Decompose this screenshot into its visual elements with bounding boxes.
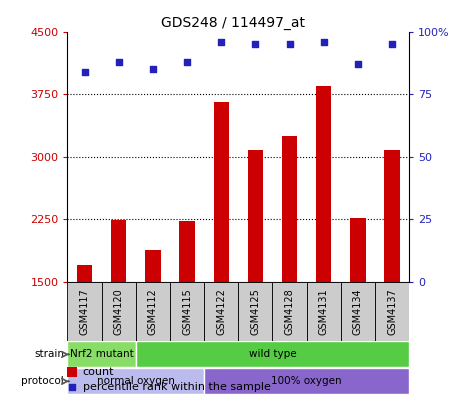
Bar <box>111 220 126 282</box>
Bar <box>77 265 92 282</box>
Point <box>354 61 362 67</box>
Text: GSM4117: GSM4117 <box>80 288 90 335</box>
Bar <box>136 282 170 341</box>
Bar <box>67 341 136 367</box>
Point <box>183 59 191 65</box>
Bar <box>67 282 101 341</box>
Text: GSM4125: GSM4125 <box>250 288 260 335</box>
Bar <box>67 368 204 394</box>
Point <box>286 41 293 48</box>
Bar <box>179 221 195 282</box>
Point <box>320 38 327 45</box>
Text: Nrf2 mutant: Nrf2 mutant <box>70 349 133 360</box>
Bar <box>341 282 375 341</box>
Bar <box>67 395 204 396</box>
Bar <box>316 86 332 282</box>
Bar <box>385 150 400 282</box>
Bar <box>204 395 272 396</box>
Point <box>218 38 225 45</box>
Bar <box>136 341 409 367</box>
Text: 100% oxygen: 100% oxygen <box>272 376 342 386</box>
Bar <box>213 103 229 282</box>
Bar <box>170 282 204 341</box>
Text: GSM4115: GSM4115 <box>182 288 192 335</box>
Point <box>388 41 396 48</box>
Text: GSM4137: GSM4137 <box>387 288 397 335</box>
Text: GSM4120: GSM4120 <box>113 288 124 335</box>
Bar <box>204 368 409 394</box>
Text: GSM4128: GSM4128 <box>285 288 295 335</box>
Bar <box>67 367 77 377</box>
Bar <box>306 282 341 341</box>
Text: strain: strain <box>34 349 64 360</box>
Bar <box>375 282 409 341</box>
Text: count: count <box>83 367 114 377</box>
Point <box>149 66 157 72</box>
Bar <box>341 395 409 396</box>
Bar <box>350 218 365 282</box>
Point <box>252 41 259 48</box>
Text: GSM4112: GSM4112 <box>148 288 158 335</box>
Point <box>68 384 76 390</box>
Text: protocol: protocol <box>21 376 64 386</box>
Text: wild type: wild type <box>249 349 296 360</box>
Bar <box>272 282 306 341</box>
Bar <box>101 282 136 341</box>
Text: percentile rank within the sample: percentile rank within the sample <box>83 383 271 392</box>
Bar <box>238 282 272 341</box>
Bar <box>248 150 263 282</box>
Point <box>115 59 122 65</box>
Bar <box>272 395 341 396</box>
Text: GSM4134: GSM4134 <box>353 288 363 335</box>
Bar <box>145 250 160 282</box>
Text: normal oxygen: normal oxygen <box>97 376 175 386</box>
Text: GDS248 / 114497_at: GDS248 / 114497_at <box>160 16 305 30</box>
Point <box>81 69 88 75</box>
Text: GSM4131: GSM4131 <box>319 288 329 335</box>
Bar <box>282 136 297 282</box>
Bar <box>204 282 238 341</box>
Text: GSM4122: GSM4122 <box>216 288 226 335</box>
